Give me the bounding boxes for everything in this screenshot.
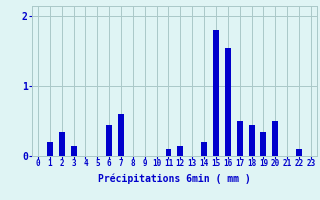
Bar <box>272 121 278 156</box>
Bar <box>225 48 231 156</box>
Bar <box>118 114 124 156</box>
Bar <box>165 149 172 156</box>
Bar <box>47 142 53 156</box>
Bar <box>177 146 183 156</box>
Bar <box>237 121 243 156</box>
Bar <box>106 125 112 156</box>
Bar <box>201 142 207 156</box>
Bar <box>260 132 266 156</box>
Bar <box>249 125 254 156</box>
Bar <box>59 132 65 156</box>
Bar <box>296 149 302 156</box>
X-axis label: Précipitations 6min ( mm ): Précipitations 6min ( mm ) <box>98 173 251 184</box>
Bar <box>213 30 219 156</box>
Bar <box>71 146 76 156</box>
